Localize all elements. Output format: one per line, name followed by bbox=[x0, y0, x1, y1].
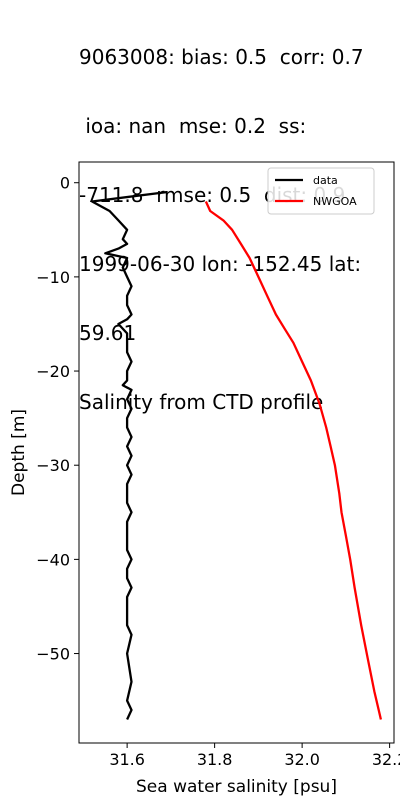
y-tick-label: −40 bbox=[36, 550, 70, 569]
x-tick-label: 32.2 bbox=[372, 750, 400, 769]
series-line-data bbox=[90, 190, 167, 720]
title-line-stats-1: 9063008: bias: 0.5 corr: 0.7 bbox=[79, 45, 364, 69]
legend: data NWGOA bbox=[267, 167, 375, 215]
x-axis-ticks: 31.6 31.8 32.0 32.2 bbox=[109, 743, 400, 769]
x-tick-label: 32.0 bbox=[284, 750, 320, 769]
series-line-nwgoa bbox=[204, 201, 383, 720]
x-tick-label: 31.8 bbox=[197, 750, 233, 769]
title-line-stats-2: ioa: nan mse: 0.2 ss: bbox=[79, 114, 307, 138]
y-tick-label: −10 bbox=[36, 268, 70, 287]
x-tick-label: 31.6 bbox=[109, 750, 145, 769]
title-line-subject: Salinity from CTD profile bbox=[79, 390, 324, 414]
y-axis-label: Depth [m] bbox=[9, 409, 29, 496]
legend-label-data: data bbox=[313, 174, 338, 187]
x-axis-label: Sea water salinity [psu] bbox=[136, 777, 337, 797]
y-tick-label: −30 bbox=[36, 456, 70, 475]
y-tick-label: −20 bbox=[36, 362, 70, 381]
y-axis-ticks: 0 −10 −20 −30 −40 −50 bbox=[36, 174, 79, 664]
y-tick-label: 0 bbox=[60, 174, 70, 193]
title-line-date-location: 1999-06-30 lon: -152.45 lat: bbox=[79, 252, 362, 276]
plot-frame bbox=[78, 161, 395, 744]
y-tick-label: −50 bbox=[36, 645, 70, 664]
legend-label-nwgoa: NWGOA bbox=[313, 195, 357, 208]
plot-lines bbox=[90, 190, 383, 720]
